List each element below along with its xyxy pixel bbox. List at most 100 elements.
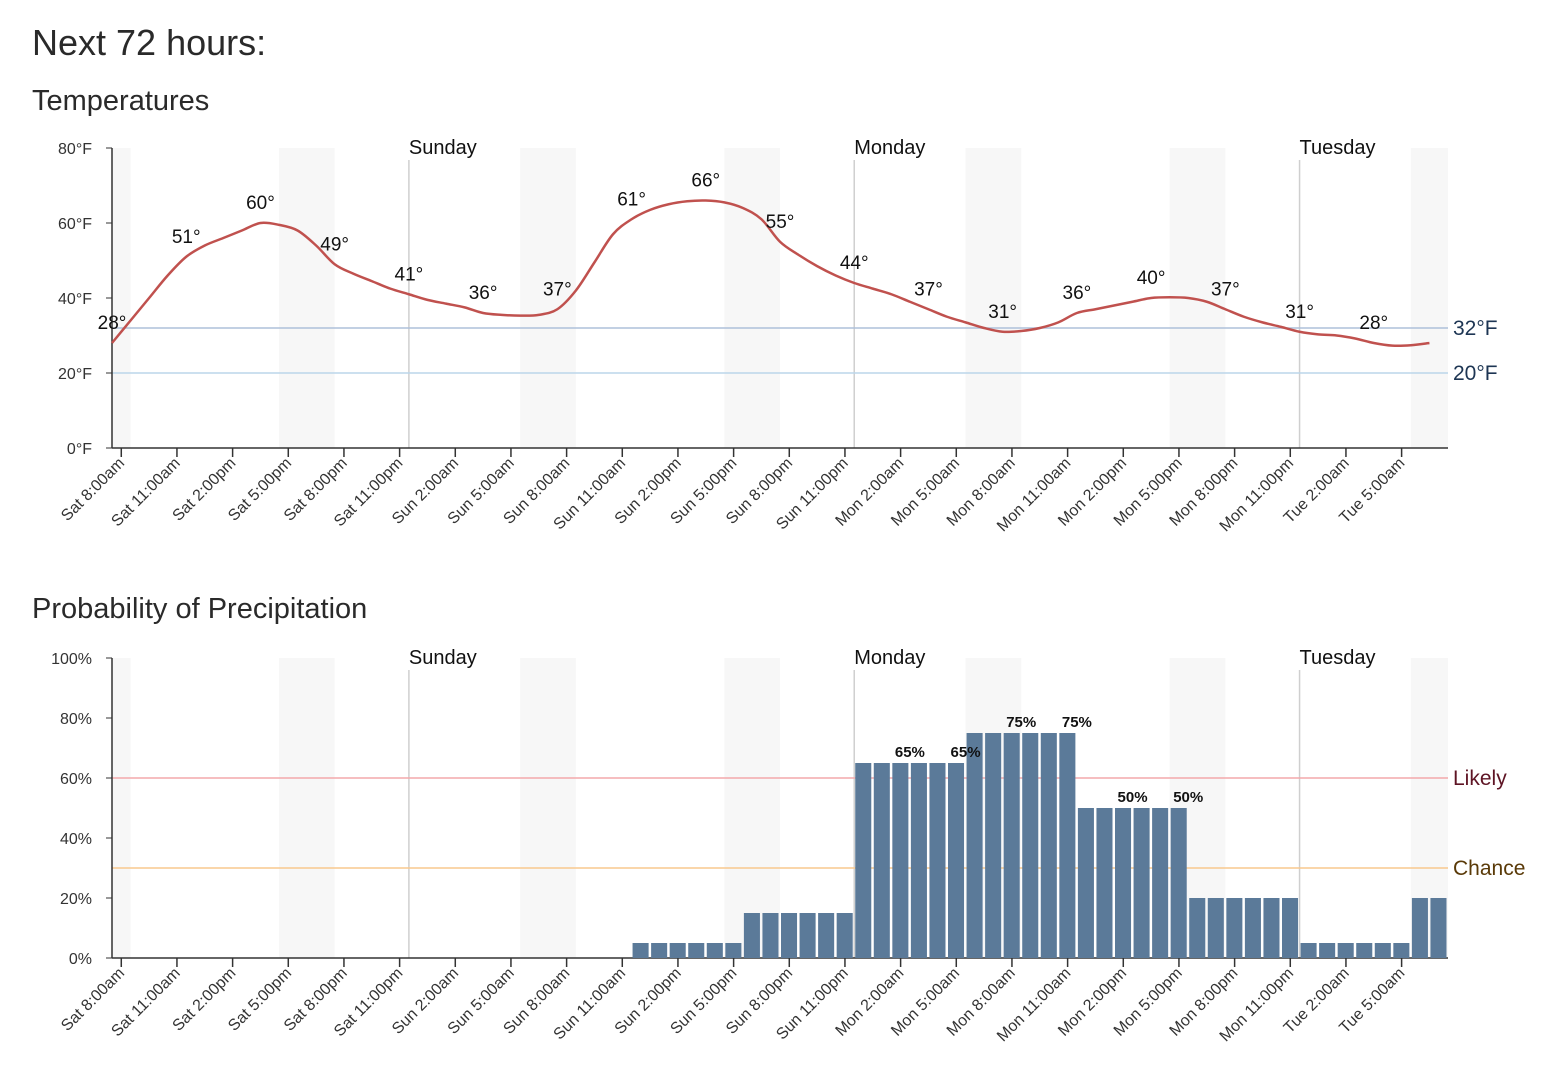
bar <box>781 913 798 958</box>
bar <box>1077 808 1094 958</box>
data-label: 49° <box>320 234 349 255</box>
night-band <box>1410 148 1448 448</box>
bar <box>1356 943 1373 958</box>
data-label: 40° <box>1137 268 1166 289</box>
bar <box>1133 808 1150 958</box>
data-label: 75% <box>1006 714 1036 731</box>
reference-label: 32°F <box>1453 317 1498 340</box>
day-label: Tuesday <box>1300 647 1376 669</box>
temperature-line <box>111 199 1430 348</box>
night-band <box>112 148 131 448</box>
data-label: 41° <box>395 264 424 285</box>
bar <box>1282 898 1299 958</box>
bar <box>651 943 668 958</box>
bar <box>1115 808 1132 958</box>
bar <box>1096 808 1113 958</box>
night-band <box>724 148 780 448</box>
y-tick-label: 60% <box>60 771 92 788</box>
night-band <box>112 658 131 958</box>
night-band <box>520 658 576 958</box>
y-tick-label: 80% <box>60 711 92 728</box>
bar <box>1003 733 1020 958</box>
y-tick-label: 80°F <box>58 141 92 158</box>
data-label: 55° <box>766 212 795 233</box>
bar <box>1319 943 1336 958</box>
bar <box>799 913 816 958</box>
data-label: 65% <box>895 744 925 761</box>
day-label: Sunday <box>409 647 477 669</box>
y-tick-label: 20% <box>60 891 92 908</box>
bar <box>1189 898 1206 958</box>
bar <box>985 733 1002 958</box>
bar <box>1059 733 1076 958</box>
bar <box>1022 733 1039 958</box>
bar <box>1430 898 1447 958</box>
bar <box>1393 943 1410 958</box>
bar <box>669 943 686 958</box>
data-label: 28° <box>1359 313 1388 334</box>
bar <box>1170 808 1187 958</box>
data-label: 65% <box>951 744 981 761</box>
bar <box>1337 943 1354 958</box>
bar <box>1040 733 1057 958</box>
data-label: 51° <box>172 227 201 248</box>
data-label: 36° <box>1063 283 1092 304</box>
night-band <box>279 148 335 448</box>
y-tick-label: 0°F <box>67 441 92 458</box>
data-label: 31° <box>1285 302 1314 323</box>
data-label: 36° <box>469 283 498 304</box>
bar <box>873 763 890 958</box>
bar <box>966 733 983 958</box>
bar <box>818 913 835 958</box>
data-label: 28° <box>98 313 127 334</box>
bar <box>688 943 705 958</box>
y-tick-label: 0% <box>69 951 92 968</box>
night-band <box>724 658 780 958</box>
bar <box>725 943 742 958</box>
night-band <box>965 148 1022 448</box>
bar <box>1244 898 1261 958</box>
bar <box>743 913 760 958</box>
page-title: Next 72 hours: <box>32 22 266 63</box>
data-label: 66° <box>691 171 720 192</box>
data-label: 31° <box>988 302 1017 323</box>
data-label: 50% <box>1173 789 1203 806</box>
day-label: Tuesday <box>1300 137 1376 159</box>
bar <box>910 763 927 958</box>
bar <box>632 943 649 958</box>
bar <box>762 913 779 958</box>
bar <box>929 763 946 958</box>
bar <box>1300 943 1317 958</box>
chart-title: Temperatures <box>32 85 209 117</box>
bar <box>706 943 723 958</box>
bar <box>1374 943 1391 958</box>
day-label: Monday <box>854 647 925 669</box>
data-label: 75% <box>1062 714 1092 731</box>
data-label: 61° <box>617 189 646 210</box>
y-tick-label: 20°F <box>58 366 92 383</box>
bar <box>948 763 965 958</box>
data-label: 60° <box>246 193 275 214</box>
y-tick-label: 100% <box>51 651 92 668</box>
data-label: 44° <box>840 253 869 274</box>
bar <box>1207 898 1224 958</box>
reference-label: Likely <box>1453 767 1507 790</box>
data-label: 50% <box>1118 789 1148 806</box>
y-tick-label: 60°F <box>58 216 92 233</box>
day-label: Sunday <box>409 137 477 159</box>
bar <box>1226 898 1243 958</box>
y-tick-label: 40°F <box>58 291 92 308</box>
reference-label: Chance <box>1453 857 1525 880</box>
bar <box>892 763 909 958</box>
reference-label: 20°F <box>1453 362 1498 385</box>
y-tick-label: 40% <box>60 831 92 848</box>
bar <box>1152 808 1169 958</box>
data-label: 37° <box>914 279 943 300</box>
day-label: Monday <box>854 137 925 159</box>
data-label: 37° <box>543 279 572 300</box>
data-label: 37° <box>1211 279 1240 300</box>
night-band <box>279 658 335 958</box>
chart-title: Probability of Precipitation <box>32 593 367 625</box>
bar <box>836 913 853 958</box>
